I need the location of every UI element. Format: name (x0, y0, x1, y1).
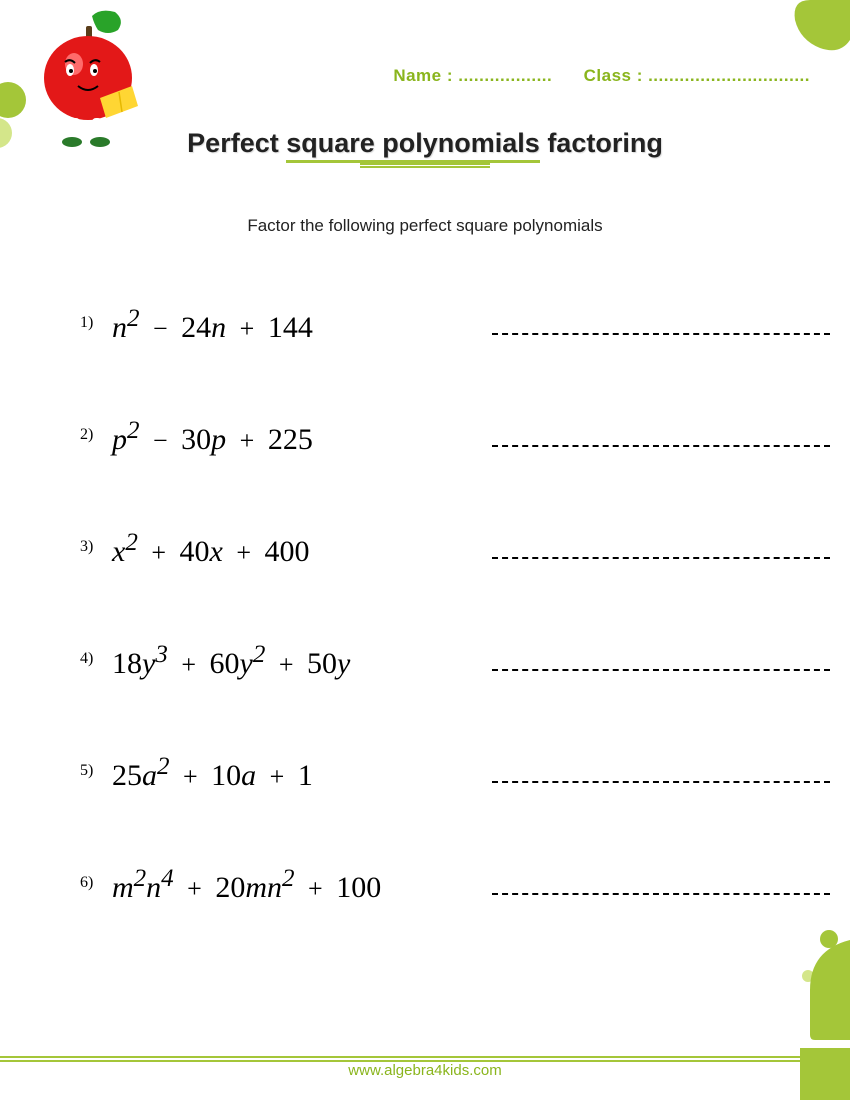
answer-blank (492, 669, 830, 671)
worksheet-title: Perfect square polynomials factoring (0, 128, 850, 168)
left-circle-1 (0, 82, 26, 118)
problem-expression: 25a2 + 10a + 1 (112, 753, 472, 793)
problem-row: 4)18y3 + 60y2 + 50y (80, 636, 830, 686)
problems-list: 1)n2 − 24n + 144 2)p2 − 30p + 225 3)x2 + 4… (80, 300, 830, 972)
problem-number: 3) (80, 524, 112, 556)
name-class-line: Name : .................. Class : ......… (0, 66, 810, 86)
footer-line-1 (0, 1056, 850, 1058)
instruction-text: Factor the following perfect square poly… (0, 216, 850, 236)
problem-expression: n2 − 24n + 144 (112, 305, 472, 345)
problem-row: 1)n2 − 24n + 144 (80, 300, 830, 350)
problem-row: 3)x2 + 40x + 400 (80, 524, 830, 574)
title-mid: square polynomials (286, 128, 540, 163)
name-label: Name : .................. (393, 66, 552, 85)
problem-row: 5)25a2 + 10a + 1 (80, 748, 830, 798)
title-pre: Perfect (187, 128, 286, 158)
problem-expression: x2 + 40x + 400 (112, 529, 472, 569)
title-post: factoring (540, 128, 663, 158)
answer-blank (492, 781, 830, 783)
problem-number: 6) (80, 860, 112, 892)
problem-number: 1) (80, 300, 112, 332)
problem-row: 6)m2n4 + 20mn2 + 100 (80, 860, 830, 910)
problem-expression: p2 − 30p + 225 (112, 417, 472, 457)
problem-expression: 18y3 + 60y2 + 50y (112, 641, 472, 681)
problem-number: 4) (80, 636, 112, 668)
problem-number: 2) (80, 412, 112, 444)
answer-blank (492, 893, 830, 895)
footer-url: www.algebra4kids.com (0, 1062, 850, 1079)
answer-blank (492, 445, 830, 447)
corner-bottom-right-shape (800, 940, 850, 1100)
problem-row: 2)p2 − 30p + 225 (80, 412, 830, 462)
problem-number: 5) (80, 748, 112, 780)
problem-expression: m2n4 + 20mn2 + 100 (112, 865, 472, 905)
corner-top-right-shape (780, 0, 850, 70)
class-label: Class : ............................... (584, 66, 810, 85)
answer-blank (492, 333, 830, 335)
answer-blank (492, 557, 830, 559)
title-underline (360, 163, 490, 168)
